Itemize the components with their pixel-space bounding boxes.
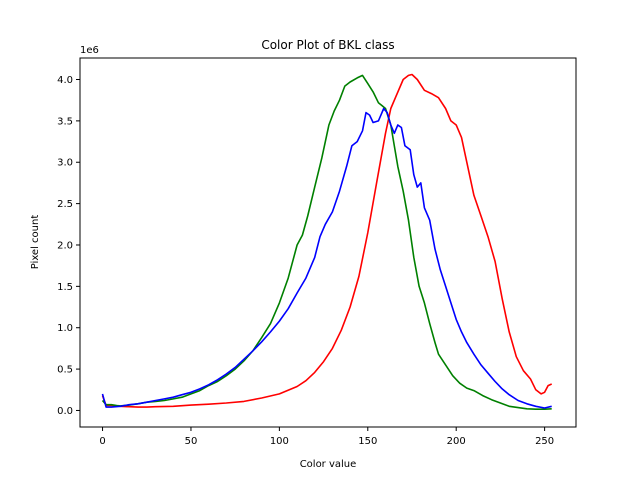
x-tick-label: 50: [185, 436, 198, 447]
y-tick-label: 0.5: [57, 365, 73, 376]
x-tick-label: 150: [358, 436, 377, 447]
y-axis-label: Pixel count: [30, 215, 41, 270]
chart-title: Color Plot of BKL class: [261, 38, 394, 52]
series-line-3: [101, 107, 552, 409]
y-tick-label: 3.5: [57, 116, 73, 127]
y-tick-label: 2.0: [57, 240, 73, 251]
y-tick-label: 4.0: [57, 75, 73, 86]
series-layer: [101, 73, 553, 410]
y-tick-label: 1.0: [57, 323, 73, 334]
series-line-2: [101, 74, 552, 410]
plot-area-frame: [79, 57, 577, 428]
x-axis-label: Color value: [300, 459, 357, 470]
y-tick-label: 2.5: [57, 199, 73, 210]
x-tick-label: 250: [535, 436, 554, 447]
y-ticks: 0.0 0.5 1.0 1.5 2.0 2.5 3.0 3.5 4.0: [57, 75, 80, 417]
y-tick-label: 1.5: [57, 282, 73, 293]
y-tick-label: 3.0: [57, 158, 73, 169]
x-tick-label: 0: [99, 436, 105, 447]
y-tick-label: 0.0: [57, 406, 73, 417]
x-tick-label: 200: [447, 436, 466, 447]
y-offset-label: 1e6: [80, 45, 99, 56]
series-line-1: [101, 73, 553, 408]
x-tick-label: 100: [270, 436, 289, 447]
x-ticks: 0 50 100 150 200 250: [99, 427, 554, 447]
